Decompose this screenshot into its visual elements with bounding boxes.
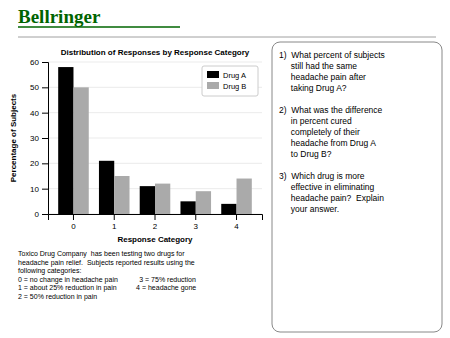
- y-tick: 40: [30, 109, 48, 118]
- y-tick-label: 0: [35, 210, 40, 219]
- chart-title: Distribution of Responses by Response Ca…: [61, 48, 250, 57]
- bar: [114, 176, 129, 214]
- y-tick: 60: [30, 58, 48, 67]
- y-tick: 30: [30, 134, 48, 143]
- footnote-line: 2 = 50% reduction in pain: [18, 293, 97, 301]
- y-tick-mark: [42, 189, 48, 190]
- bar: [140, 186, 155, 214]
- x-tick: 2: [153, 214, 158, 231]
- bar: [221, 204, 236, 214]
- y-tick-mark: [42, 214, 48, 215]
- y-tick-label: 10: [30, 185, 39, 194]
- footnote-line: Toxico Drug Company has been testing two…: [18, 250, 185, 258]
- y-tick-label: 20: [30, 159, 39, 168]
- bar: [155, 184, 170, 214]
- footnote-line: 0 = no change in headache pain 3 = 75% r…: [18, 276, 196, 284]
- x-tick-label: 2: [153, 222, 158, 231]
- x-tick: 4: [234, 214, 239, 231]
- y-tick: 0: [35, 210, 48, 219]
- legend-label: Drug A: [223, 71, 246, 80]
- legend: Drug A Drug B: [202, 66, 258, 96]
- legend-swatch: [207, 82, 219, 89]
- legend-swatch: [207, 71, 219, 78]
- question: 2) What was the difference in percent cu…: [279, 105, 383, 159]
- legend-box: [202, 66, 258, 96]
- title-underline: [18, 26, 180, 28]
- bar: [99, 161, 114, 214]
- y-tick-mark: [42, 87, 48, 88]
- x-tick-mark: [236, 214, 237, 220]
- bar: [180, 201, 195, 214]
- y-axis-line: [42, 63, 49, 215]
- plot: 0 10 20 30 40 50 60 0 1 2 3 4: [30, 58, 262, 231]
- bar: [196, 191, 211, 214]
- x-tick-mark: [195, 214, 196, 220]
- page: Bellringer 1) What percent of subjects st…: [0, 0, 450, 338]
- x-tick: 3: [194, 214, 199, 231]
- footnote-line: headache pain relief. Subjects reported …: [18, 259, 195, 267]
- y-tick: 20: [30, 159, 48, 168]
- x-tick: 1: [112, 214, 117, 231]
- legend-label: Drug B: [223, 82, 246, 91]
- y-tick: 10: [30, 185, 48, 194]
- page-title: Bellringer: [18, 6, 101, 27]
- legend-item: Drug A: [207, 71, 246, 80]
- x-axis-title: Response Category: [117, 235, 193, 244]
- x-tick-label: 3: [194, 222, 199, 231]
- x-tick-mark: [155, 214, 156, 220]
- y-tick-mark: [42, 62, 48, 63]
- y-tick-mark: [42, 138, 48, 139]
- bars: [58, 67, 252, 214]
- footnote-line: 1 = about 25% reduction in pain 4 = head…: [18, 284, 196, 292]
- y-tick-label: 60: [30, 58, 39, 67]
- x-tick-mark: [73, 214, 74, 220]
- y-axis: 0 10 20 30 40 50 60: [30, 58, 48, 219]
- bar: [73, 87, 88, 214]
- y-tick-mark: [42, 163, 48, 164]
- footnote-line: following categories:: [18, 267, 81, 275]
- bar: [58, 67, 73, 214]
- grid-line: [48, 62, 262, 63]
- y-tick-label: 40: [30, 109, 39, 118]
- question: 1) What percent of subjects still had th…: [279, 50, 385, 93]
- y-tick-label: 30: [30, 134, 39, 143]
- x-axis: 0 1 2 3 4: [49, 214, 263, 231]
- legend-item: Drug B: [207, 82, 246, 91]
- bar-series: [73, 87, 251, 214]
- y-tick-mark: [42, 113, 48, 114]
- x-tick-label: 4: [234, 222, 239, 231]
- grid: [48, 62, 262, 214]
- y-tick: 50: [30, 83, 48, 92]
- bar: [237, 179, 252, 214]
- question: 3) Which drug is more effective in elimi…: [279, 171, 384, 214]
- y-axis-title: Percentage of Subjects: [9, 93, 18, 182]
- question-box: [272, 42, 442, 332]
- x-axis-line: [49, 215, 263, 221]
- x-tick-label: 1: [112, 222, 117, 231]
- y-tick-label: 50: [30, 83, 39, 92]
- x-tick-label: 0: [71, 222, 76, 231]
- x-tick-mark: [114, 214, 115, 220]
- separator: [18, 37, 436, 38]
- x-tick: 0: [71, 214, 76, 231]
